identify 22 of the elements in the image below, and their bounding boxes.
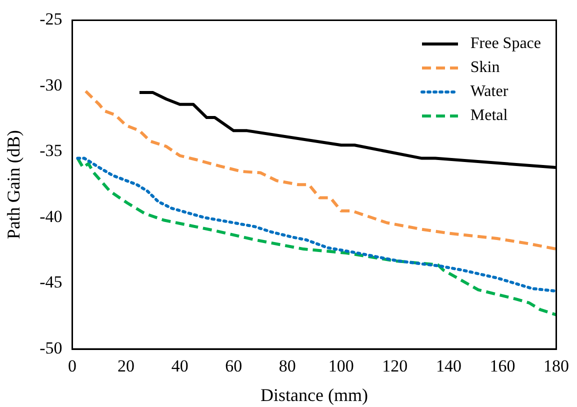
x-tick-label: 120 bbox=[382, 356, 408, 376]
y-tick-label: -35 bbox=[40, 141, 62, 160]
y-tick-label: -40 bbox=[40, 206, 62, 226]
legend-label: Free Space bbox=[470, 34, 541, 54]
y-tick-label: -30 bbox=[40, 75, 62, 94]
legend-label: Skin bbox=[470, 58, 500, 78]
x-tick-label: 20 bbox=[118, 356, 135, 376]
x-axis-title: Distance (mm) bbox=[260, 384, 368, 405]
y-tick-label: -25 bbox=[40, 10, 62, 29]
x-tick-label: 60 bbox=[225, 356, 242, 376]
legend-label: Metal bbox=[470, 106, 508, 126]
y-axis-title: Path Gain (dB) bbox=[4, 130, 24, 240]
x-tick-label: 180 bbox=[544, 356, 569, 376]
legend-label: Water bbox=[470, 82, 508, 102]
y-tick-label: -50 bbox=[40, 338, 62, 358]
x-tick-label: 0 bbox=[68, 356, 77, 376]
x-tick-label: 140 bbox=[436, 356, 462, 376]
x-tick-label: 100 bbox=[328, 356, 354, 376]
y-tick-label: -45 bbox=[40, 272, 62, 292]
x-tick-label: 40 bbox=[171, 356, 188, 376]
x-tick-label: 160 bbox=[490, 356, 516, 376]
x-tick-label: 80 bbox=[278, 356, 296, 376]
